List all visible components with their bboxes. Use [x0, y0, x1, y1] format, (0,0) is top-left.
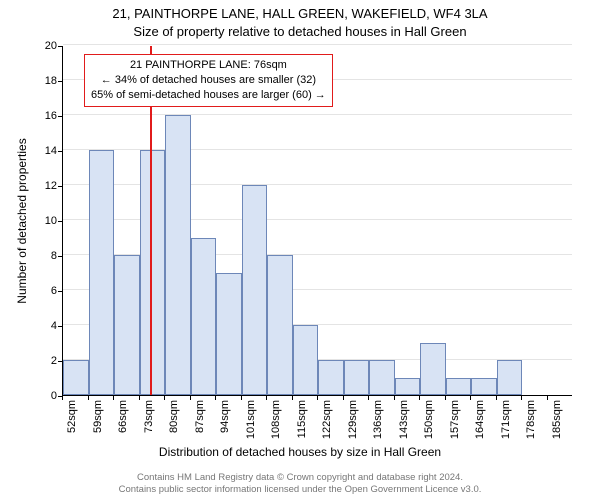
x-axis-label: Distribution of detached houses by size …: [0, 445, 600, 459]
annotation-line: 65% of semi-detached houses are larger (…: [91, 88, 326, 103]
x-tick-label: 129sqm: [347, 400, 359, 439]
chart-title-line1: 21, PAINTHORPE LANE, HALL GREEN, WAKEFIE…: [0, 6, 600, 21]
bar: [242, 185, 268, 395]
y-tick-label: 18: [27, 75, 57, 87]
y-tick-label: 20: [27, 40, 57, 52]
chart-container: 21, PAINTHORPE LANE, HALL GREEN, WAKEFIE…: [0, 0, 600, 500]
x-tick-label: 108sqm: [270, 400, 282, 439]
x-tick-mark: [190, 396, 191, 400]
x-tick-label: 66sqm: [117, 400, 129, 433]
x-tick-label: 94sqm: [219, 400, 231, 433]
bar: [191, 238, 217, 396]
y-tick-label: 16: [27, 110, 57, 122]
x-tick-label: 80sqm: [168, 400, 180, 433]
y-tick-label: 8: [27, 250, 57, 262]
bar: [395, 378, 421, 396]
y-tick-label: 10: [27, 215, 57, 227]
x-tick-mark: [547, 396, 548, 400]
x-tick-label: 59sqm: [92, 400, 104, 433]
x-tick-label: 101sqm: [245, 400, 257, 439]
x-tick-mark: [419, 396, 420, 400]
bar: [63, 360, 89, 395]
x-tick-mark: [496, 396, 497, 400]
x-tick-mark: [113, 396, 114, 400]
bar: [369, 360, 395, 395]
gridline: [63, 44, 572, 45]
x-tick-mark: [241, 396, 242, 400]
y-tick-label: 0: [27, 390, 57, 402]
x-tick-mark: [368, 396, 369, 400]
x-tick-label: 136sqm: [372, 400, 384, 439]
bar: [293, 325, 319, 395]
x-tick-label: 178sqm: [525, 400, 537, 439]
x-tick-mark: [394, 396, 395, 400]
x-tick-mark: [164, 396, 165, 400]
bar: [420, 343, 446, 396]
y-tick-label: 6: [27, 285, 57, 297]
x-tick-label: 115sqm: [296, 400, 308, 438]
attribution-footer: Contains HM Land Registry data © Crown c…: [0, 472, 600, 496]
bar: [140, 150, 166, 395]
bar: [114, 255, 140, 395]
y-tick-label: 2: [27, 355, 57, 367]
x-tick-mark: [343, 396, 344, 400]
x-tick-mark: [62, 396, 63, 400]
x-tick-label: 143sqm: [398, 400, 410, 439]
x-tick-mark: [266, 396, 267, 400]
x-tick-label: 157sqm: [449, 400, 461, 439]
x-tick-label: 185sqm: [551, 400, 563, 439]
y-tick-label: 4: [27, 320, 57, 332]
annotation-line: ← 34% of detached houses are smaller (32…: [91, 73, 326, 88]
bar: [446, 378, 472, 396]
bar: [497, 360, 523, 395]
x-tick-mark: [317, 396, 318, 400]
footer-line1: Contains HM Land Registry data © Crown c…: [0, 472, 600, 484]
gridline: [63, 114, 572, 115]
x-tick-label: 122sqm: [321, 400, 333, 439]
x-tick-mark: [215, 396, 216, 400]
x-tick-mark: [292, 396, 293, 400]
x-tick-label: 171sqm: [500, 400, 512, 439]
bar: [165, 115, 191, 395]
bar: [89, 150, 115, 395]
bar: [267, 255, 293, 395]
x-tick-mark: [470, 396, 471, 400]
x-tick-label: 150sqm: [423, 400, 435, 439]
chart-title-line2: Size of property relative to detached ho…: [0, 24, 600, 39]
x-tick-label: 73sqm: [143, 400, 155, 433]
x-tick-mark: [445, 396, 446, 400]
x-tick-mark: [139, 396, 140, 400]
annotation-line: 21 PAINTHORPE LANE: 76sqm: [91, 58, 326, 73]
bar: [216, 273, 242, 396]
x-tick-label: 52sqm: [66, 400, 78, 433]
bar: [471, 378, 497, 396]
x-tick-label: 87sqm: [194, 400, 206, 433]
y-tick-label: 12: [27, 180, 57, 192]
bar: [318, 360, 344, 395]
x-tick-mark: [88, 396, 89, 400]
y-tick-label: 14: [27, 145, 57, 157]
footer-line2: Contains public sector information licen…: [0, 484, 600, 496]
bar: [344, 360, 370, 395]
annotation-box: 21 PAINTHORPE LANE: 76sqm← 34% of detach…: [84, 54, 333, 107]
x-tick-label: 164sqm: [474, 400, 486, 439]
x-tick-mark: [521, 396, 522, 400]
